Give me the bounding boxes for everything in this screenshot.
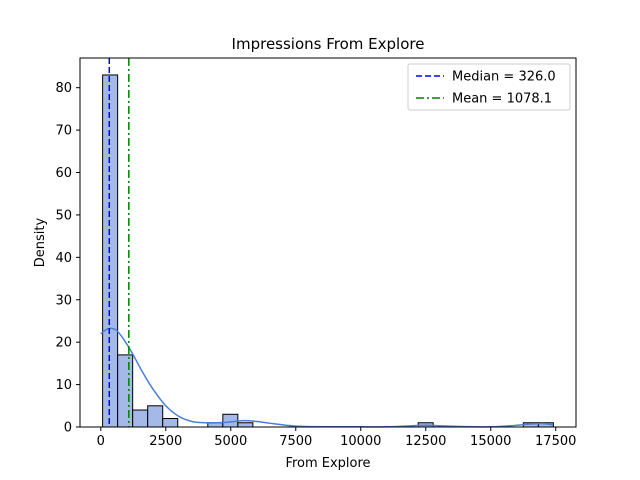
kde-curve — [100, 327, 554, 428]
legend-mean-label: Mean = 1078.1 — [452, 92, 552, 107]
x-tick-label: 15000 — [470, 434, 511, 449]
y-tick-label: 20 — [55, 336, 72, 351]
y-tick-label: 60 — [55, 166, 72, 181]
y-tick-label: 80 — [55, 81, 72, 96]
y-tick-label: 50 — [55, 208, 72, 223]
x-tick-label: 0 — [97, 434, 105, 449]
x-tick-label: 7500 — [279, 434, 312, 449]
histogram-bar — [117, 354, 134, 428]
x-tick-label: 2500 — [149, 434, 182, 449]
histogram-bar — [237, 422, 254, 428]
histogram-bar — [102, 74, 119, 428]
y-tick-label: 70 — [55, 124, 72, 139]
histogram-bar — [162, 418, 179, 428]
x-axis-title: From Explore — [285, 456, 370, 471]
y-axis-ticks: 0 10 20 30 40 50 60 70 80 — [55, 81, 80, 436]
chart-title: Impressions From Explore — [232, 35, 425, 53]
y-tick-label: 40 — [55, 251, 72, 266]
y-tick-label: 0 — [64, 421, 72, 436]
y-axis-title: Density — [33, 217, 48, 267]
x-tick-label: 10000 — [340, 434, 381, 449]
histogram-bar — [132, 409, 149, 428]
legend-box — [407, 63, 571, 111]
x-axis-ticks: 0 2500 5000 7500 10000 12500 15000 17500 — [97, 427, 576, 449]
x-tick-label: 12500 — [405, 434, 446, 449]
y-tick-label: 10 — [55, 378, 72, 393]
histogram-bars — [102, 74, 554, 428]
plot-frame — [79, 57, 577, 428]
reference-lines — [108, 58, 130, 427]
histogram-bar — [147, 405, 164, 428]
y-tick-label: 30 — [55, 293, 72, 308]
legend-median-label: Median = 326.0 — [452, 70, 556, 85]
legend: Median = 326.0 Mean = 1078.1 — [407, 63, 571, 111]
x-tick-label: 17500 — [535, 434, 576, 449]
x-tick-label: 5000 — [214, 434, 247, 449]
